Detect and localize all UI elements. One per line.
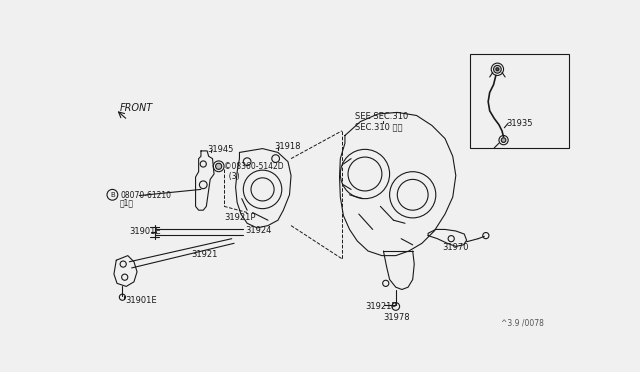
Text: ^3.9 /0078: ^3.9 /0078: [501, 319, 544, 328]
Text: B: B: [110, 192, 115, 198]
Circle shape: [501, 138, 506, 142]
Text: 31901E: 31901E: [129, 227, 161, 236]
Text: 31970: 31970: [442, 243, 468, 252]
Text: 08070-61210: 08070-61210: [120, 191, 171, 200]
Text: 、1）: 、1）: [120, 198, 134, 207]
Text: FRONT: FRONT: [120, 103, 154, 113]
Text: 31921P: 31921P: [365, 302, 396, 311]
Text: 31978: 31978: [383, 312, 410, 322]
Text: SEE SEC.310
SEC.310 参照: SEE SEC.310 SEC.310 参照: [355, 112, 408, 132]
Text: 31901E: 31901E: [125, 296, 157, 305]
Text: 31924: 31924: [245, 226, 271, 235]
Text: 31945: 31945: [207, 145, 234, 154]
Text: 31921: 31921: [191, 250, 218, 259]
Circle shape: [496, 68, 499, 71]
Bar: [470, 54, 569, 148]
Circle shape: [493, 65, 501, 73]
Text: 31935: 31935: [507, 119, 533, 128]
Text: 31921P: 31921P: [224, 212, 255, 221]
Circle shape: [216, 163, 221, 169]
Text: ©08360-5142D
  (3): ©08360-5142D (3): [224, 162, 284, 181]
Text: 31918: 31918: [274, 142, 301, 151]
Text: S: S: [216, 163, 221, 169]
